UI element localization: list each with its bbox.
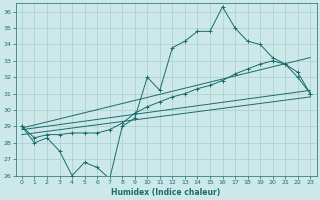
- X-axis label: Humidex (Indice chaleur): Humidex (Indice chaleur): [111, 188, 221, 197]
